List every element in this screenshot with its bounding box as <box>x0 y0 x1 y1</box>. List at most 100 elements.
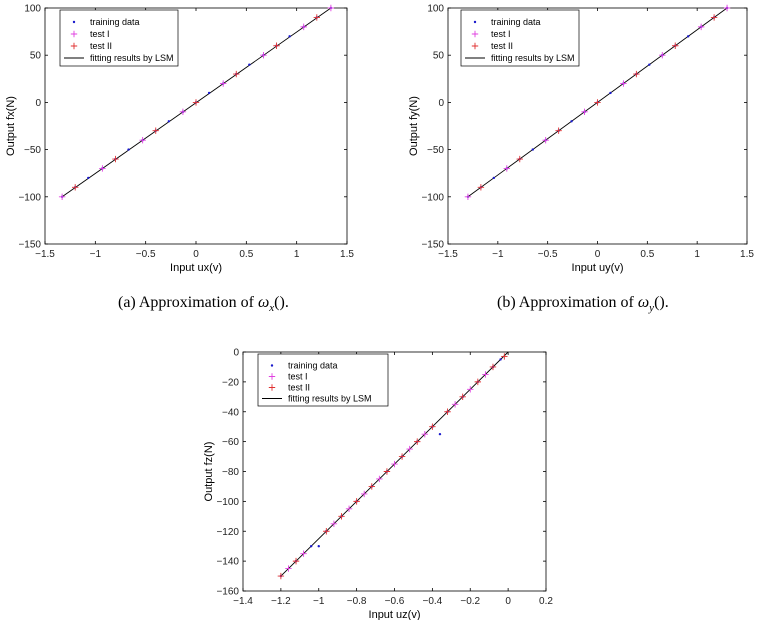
training-data-point-3 <box>317 544 320 548</box>
x-tick-label: −0.2 <box>460 596 480 607</box>
test-ii-marker-3 <box>192 99 200 106</box>
test-ii-marker-5 <box>273 42 280 49</box>
y-tick-label: 0 <box>438 98 444 109</box>
training-data-point-2 <box>309 544 313 548</box>
test-i-marker-6 <box>300 23 307 31</box>
y-tick-label: −100 <box>216 497 239 508</box>
y-tick-label: −50 <box>24 145 41 156</box>
legend-entry-2: test II <box>491 41 513 51</box>
chart-1: −1.5 −1 −0.5 0 0.5 1 1.5 −150 −100 −50 0 50 100 Input… <box>5 4 354 275</box>
legend-entry-0: training data <box>288 361 338 371</box>
x-tick-label: 0 <box>595 249 601 260</box>
legend-box <box>257 353 389 407</box>
test-ii-marker-7 <box>398 453 406 460</box>
legend-entry-0: training data <box>90 17 140 27</box>
legend-entry-1: test I <box>491 29 511 39</box>
legend-test-i-marker-0 <box>268 373 276 380</box>
legend-entry-1: test I <box>90 29 110 39</box>
x-tick-label: 1 <box>294 249 300 260</box>
legend-entry-2: test II <box>90 41 112 51</box>
caption-b-symbol: ω <box>637 294 650 311</box>
test-i-marker-1 <box>503 165 511 172</box>
y-tick-label: −150 <box>18 240 41 251</box>
series-test-ii <box>72 14 320 191</box>
x-tick-label: −1.5 <box>35 249 55 260</box>
test-ii-marker-8 <box>414 438 421 445</box>
caption-a: (a) Approximation of ωx(). <box>118 294 289 314</box>
y-tick-label: 50 <box>433 51 445 62</box>
test-i-marker-6 <box>391 460 398 468</box>
training-data-point-17 <box>288 35 291 38</box>
test-ii-marker-2 <box>152 127 159 134</box>
x-tick-label: −1.2 <box>271 596 291 607</box>
x-axis-label: Input uz(v) <box>369 609 421 620</box>
test-i-marker-7 <box>406 445 413 453</box>
test-i-marker-2 <box>542 136 549 144</box>
test-ii-marker-2 <box>555 127 562 134</box>
legend-test-ii-marker-0 <box>268 384 276 391</box>
legend-training-marker <box>72 20 76 24</box>
y-tick-label: 0 <box>233 348 239 359</box>
test-i-marker-5 <box>260 52 267 59</box>
legend-entry-3: fitting results by LSM <box>90 53 174 63</box>
test-ii-marker-5 <box>672 42 679 49</box>
y-tick-label: −60 <box>222 437 239 448</box>
test-ii-marker-1 <box>112 155 119 163</box>
test-ii-marker-10 <box>444 408 451 415</box>
test-ii-marker-4 <box>233 70 240 78</box>
y-tick-label: −100 <box>421 192 444 203</box>
test-i-marker-1 <box>300 550 307 557</box>
test-i-marker-5 <box>376 475 383 483</box>
caption-a-prefix: (a) Approximation of <box>118 294 258 311</box>
test-i-marker-4 <box>620 80 627 87</box>
caption-b: (b) Approximation of ωy(). <box>497 294 669 314</box>
legend-box <box>460 9 580 67</box>
legend-test-i-marker-0 <box>471 30 479 38</box>
test-i-marker-11 <box>482 371 489 378</box>
caption-a-symbol: ω <box>257 294 270 311</box>
y-tick-label: 100 <box>24 4 41 15</box>
test-i-marker-9 <box>451 401 459 408</box>
test-i-marker-2 <box>330 520 338 527</box>
legend-entry-0: training data <box>491 17 541 27</box>
y-axis-label: Output fz(N) <box>203 442 215 502</box>
training-data-point-8 <box>167 120 171 123</box>
y-tick-label: −120 <box>216 527 239 538</box>
x-tick-label: −1 <box>313 596 325 607</box>
series-test-ii <box>277 353 508 580</box>
test-ii-marker-6 <box>313 14 320 21</box>
legend-entry-2: test II <box>288 383 310 393</box>
x-tick-label: 1.5 <box>340 249 354 260</box>
x-tick-label: −1.4 <box>233 596 253 607</box>
test-i-marker-0 <box>58 193 66 200</box>
y-axis-label: Output fx(N) <box>5 96 17 156</box>
training-data-point-11 <box>609 91 612 95</box>
test-i-marker-4 <box>219 80 227 87</box>
test-ii-marker-11 <box>459 393 466 401</box>
y-tick-label: −50 <box>427 145 444 156</box>
test-ii-marker-0 <box>477 184 485 191</box>
chart-3: −1.4 −1.2 −1 −0.8 −0.6 −0.4 −0.2 0 0.2 −160 −140 −1… <box>203 348 553 620</box>
x-axis-label: Input ux(v) <box>170 262 222 274</box>
legend-test-ii-marker-0 <box>471 42 479 50</box>
y-tick-label: −100 <box>18 192 41 203</box>
training-data-point-14 <box>648 63 651 66</box>
legend-training-marker <box>473 20 477 24</box>
test-ii-marker-14 <box>501 353 508 360</box>
caption-b-subscript: y <box>649 302 655 315</box>
x-axis-label: Input uy(v) <box>572 262 624 274</box>
y-tick-label: −40 <box>222 407 239 418</box>
x-tick-label: 1.5 <box>740 249 754 260</box>
test-ii-marker-2 <box>323 528 330 535</box>
legend-entry-3: fitting results by LSM <box>491 53 575 63</box>
test-i-marker-10 <box>467 386 474 393</box>
test-i-marker-3 <box>581 108 588 116</box>
chart-2: −1.5 −1 −0.5 0 0.5 1 1.5 −150 −100 −50 0 50 100 Input… <box>408 4 754 275</box>
training-data-point-17 <box>686 35 690 38</box>
test-ii-marker-13 <box>489 363 497 371</box>
legend-box <box>59 9 179 67</box>
training-data-point-11 <box>207 91 211 95</box>
test-i-marker-2 <box>139 136 146 144</box>
